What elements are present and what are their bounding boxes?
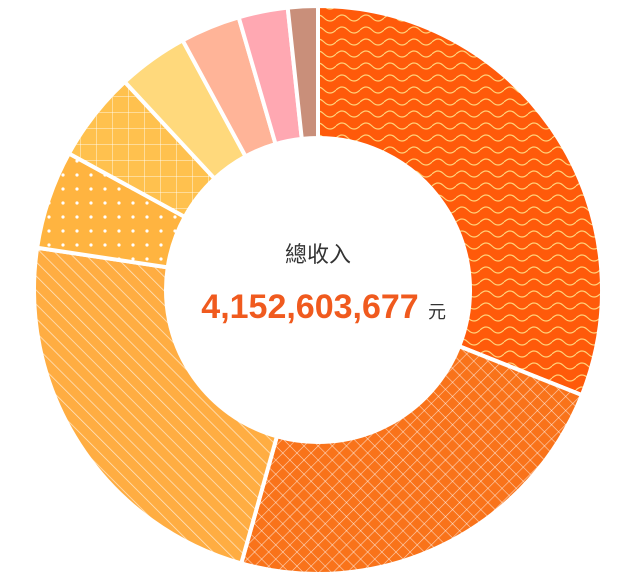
total: 4,152,603,677 [201,288,418,326]
donut-slice [239,344,584,576]
donut-slice [316,4,604,398]
slices [32,4,604,576]
unit: 元 [428,302,446,323]
donut-slice [285,4,320,141]
donut-slice [32,245,279,566]
center-label: 總收入 [285,243,351,268]
